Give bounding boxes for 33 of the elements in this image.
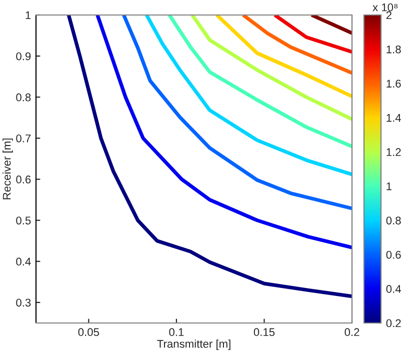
x-tick-label: 0.1 xyxy=(169,328,184,336)
color-bar-label: 2 xyxy=(386,11,392,20)
color-bar-label: 1.2 xyxy=(386,148,401,156)
y-tick-label: 0.7 xyxy=(16,134,31,142)
x-tick-label: 0.2 xyxy=(344,328,360,336)
color-bar-label: 0.2 xyxy=(386,319,401,328)
color-bar-title: x 10⁸ xyxy=(372,3,398,12)
line-series xyxy=(96,15,352,250)
line-series xyxy=(215,15,352,98)
color-bar-label: 1.8 xyxy=(386,45,401,54)
line-series xyxy=(190,15,352,122)
color-bar-label: 0.4 xyxy=(386,285,401,293)
y-tick-label: 1 xyxy=(26,11,31,20)
line-series xyxy=(168,15,352,148)
color-bar-label: 0.6 xyxy=(386,250,401,259)
line-series xyxy=(241,15,352,75)
line-series xyxy=(66,15,352,298)
y-tick-label: 0.5 xyxy=(16,216,31,224)
y-tick-label: 0.4 xyxy=(16,258,31,266)
color-bar-label: 1.4 xyxy=(386,114,401,122)
y-tick-label: 0.3 xyxy=(16,298,31,307)
line-series xyxy=(144,15,352,176)
x-tick-label: 0.05 xyxy=(78,328,100,336)
color-bar-label: 1.6 xyxy=(386,80,401,88)
y-axis-title: Receiver [m] xyxy=(2,138,13,200)
line-series xyxy=(122,15,352,210)
x-tick-label: 0.15 xyxy=(254,328,275,336)
x-axis-title: Transmitter [m] xyxy=(157,340,230,350)
y-tick-label: 0.6 xyxy=(16,176,31,184)
y-tick-label: 0.8 xyxy=(16,93,31,102)
color-bar-label: 0.8 xyxy=(386,216,401,224)
y-tick-label: 0.9 xyxy=(16,52,31,60)
color-bar-label: 1 xyxy=(386,182,392,190)
